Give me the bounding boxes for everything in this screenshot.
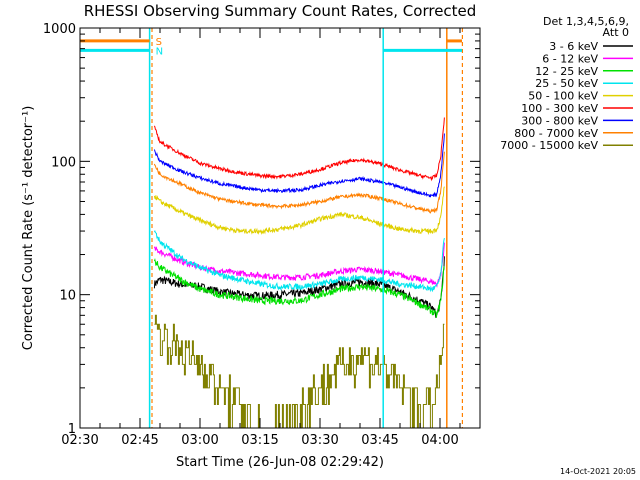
x-tick-label: 02:30 bbox=[61, 433, 98, 448]
x-tick-label: 02:45 bbox=[121, 433, 158, 448]
series-layer bbox=[153, 117, 445, 429]
marker-layer bbox=[148, 28, 463, 428]
legend-label: 100 - 300 keV bbox=[521, 102, 598, 115]
axes-layer: 1 10 100 1000 02:30 02:45 03:00 03:15 03:30 03:45… bbox=[43, 22, 481, 448]
legend-label: 12 - 25 keV bbox=[535, 65, 598, 78]
flag-S-label: S bbox=[156, 37, 162, 48]
series-line-1 bbox=[153, 256, 445, 318]
series-line-5 bbox=[153, 186, 445, 235]
legend-label: 3 - 6 keV bbox=[549, 40, 598, 53]
series-line-4 bbox=[153, 229, 445, 293]
flag-layer: SN bbox=[80, 37, 462, 57]
y-tick-label: 1 bbox=[68, 422, 76, 437]
chart-title: RHESSI Observing Summary Count Rates, Co… bbox=[84, 2, 477, 20]
x-tick-label: 03:00 bbox=[181, 433, 218, 448]
x-tick-label: 04:00 bbox=[421, 433, 458, 448]
legend-label: 25 - 50 keV bbox=[535, 77, 598, 90]
x-tick-label: 03:30 bbox=[301, 433, 338, 448]
flag-N-label: N bbox=[156, 46, 163, 57]
x-axis-label: Start Time (26-Jun-08 02:29:42) bbox=[176, 455, 384, 470]
legend-label: 6 - 12 keV bbox=[542, 52, 598, 65]
y-tick-label: 1000 bbox=[43, 22, 76, 37]
series-line-6 bbox=[153, 117, 445, 182]
series-line-8 bbox=[153, 151, 445, 214]
timestamp: 14-Oct-2021 20:05 bbox=[560, 467, 636, 476]
legend-header-line: Att 0 bbox=[603, 26, 629, 39]
legend-header-line: Det 1,3,4,5,6,9, bbox=[543, 15, 629, 28]
legend-label: 7000 - 15000 keV bbox=[500, 139, 598, 152]
y-axis-label: Corrected Count Rate (s⁻¹ detector⁻¹) bbox=[21, 106, 36, 351]
legend-label: 50 - 100 keV bbox=[528, 90, 598, 103]
x-tick-label: 03:15 bbox=[241, 433, 278, 448]
series-line-9 bbox=[154, 314, 445, 429]
series-line-3 bbox=[153, 257, 445, 318]
series-line-7 bbox=[153, 133, 445, 198]
legend-label: 300 - 800 keV bbox=[521, 114, 598, 127]
legend-label: 800 - 7000 keV bbox=[514, 127, 598, 140]
y-tick-label: 100 bbox=[51, 155, 76, 170]
x-tick-label: 03:45 bbox=[361, 433, 398, 448]
y-tick-label: 10 bbox=[59, 289, 76, 304]
